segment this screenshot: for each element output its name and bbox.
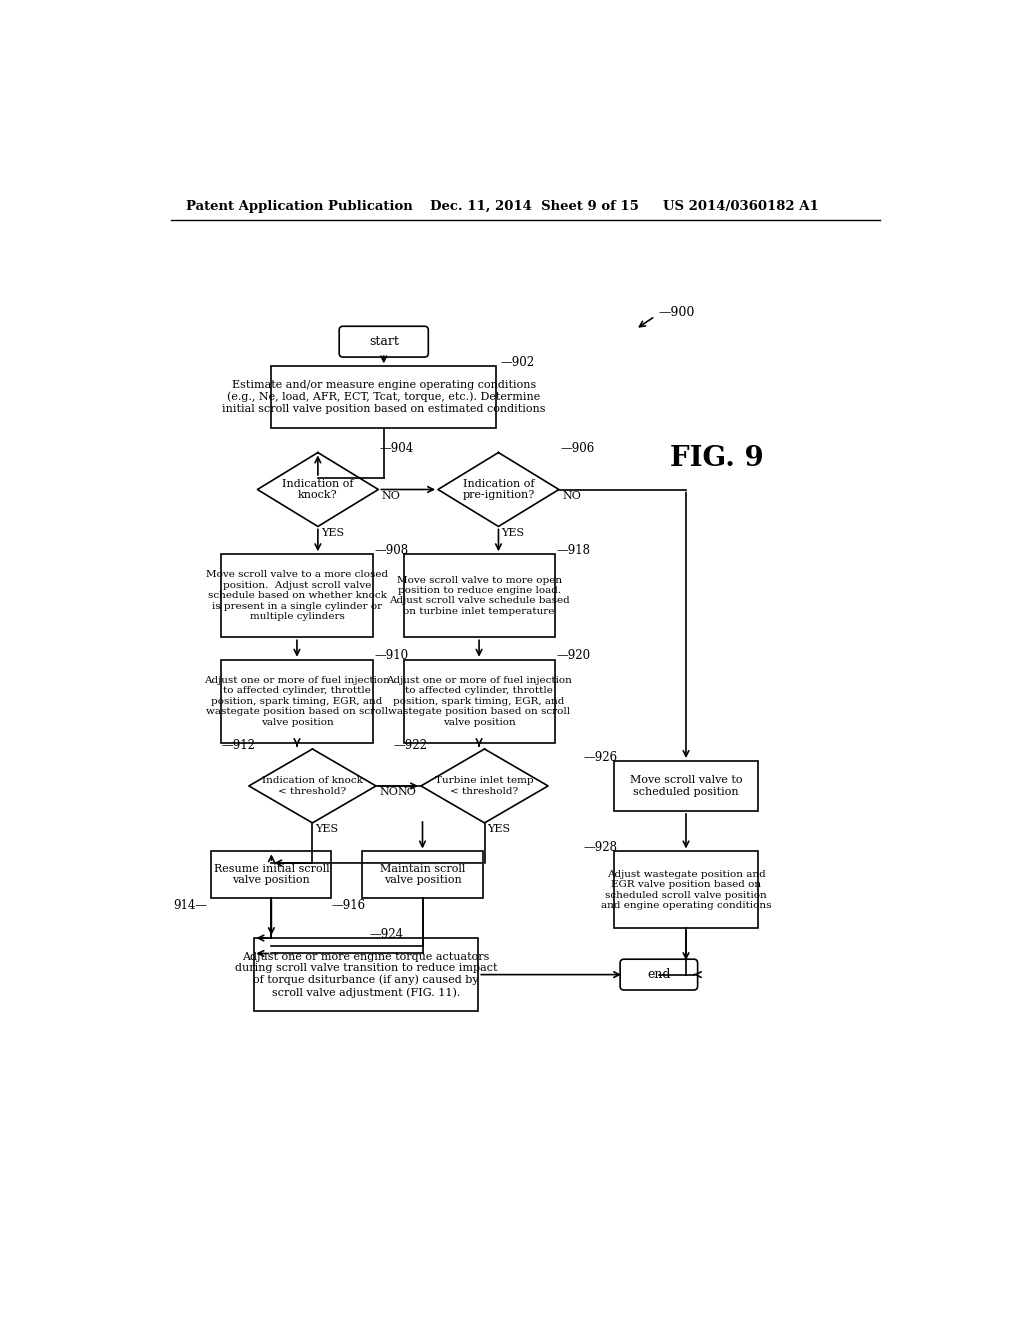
Text: FIG. 9: FIG. 9 <box>671 445 764 473</box>
FancyBboxPatch shape <box>221 554 373 638</box>
FancyBboxPatch shape <box>614 760 758 810</box>
Text: Move scroll valve to more open
position to reduce engine load.
Adjust scroll val: Move scroll valve to more open position … <box>389 576 569 616</box>
Text: Adjust one or more of fuel injection
to affected cylinder, throttle
position, sp: Adjust one or more of fuel injection to … <box>204 676 390 726</box>
Text: —918: —918 <box>557 544 591 557</box>
Text: Indication of
knock?: Indication of knock? <box>283 479 353 500</box>
Text: Adjust one or more engine torque actuators
during scroll valve transition to red: Adjust one or more engine torque actuato… <box>234 952 498 998</box>
FancyBboxPatch shape <box>614 851 758 928</box>
Text: Estimate and/or measure engine operating conditions
(e.g., Ne, load, AFR, ECT, T: Estimate and/or measure engine operating… <box>222 380 546 414</box>
Text: —924: —924 <box>370 928 403 941</box>
Text: 914—: 914— <box>173 899 208 912</box>
Text: —902: —902 <box>500 356 535 370</box>
Text: —908: —908 <box>375 544 409 557</box>
Text: US 2014/0360182 A1: US 2014/0360182 A1 <box>663 199 818 213</box>
Text: Patent Application Publication: Patent Application Publication <box>186 199 413 213</box>
Text: end: end <box>647 968 671 981</box>
FancyBboxPatch shape <box>621 960 697 990</box>
Text: —922: —922 <box>394 739 428 751</box>
Text: Turbine inlet temp
< threshold?: Turbine inlet temp < threshold? <box>435 776 534 796</box>
FancyBboxPatch shape <box>403 554 555 638</box>
Text: Adjust wastegate position and
EGR valve position based on
scheduled scroll valve: Adjust wastegate position and EGR valve … <box>601 870 771 909</box>
Text: NO: NO <box>562 491 581 500</box>
Text: —900: —900 <box>658 306 695 319</box>
Text: —916: —916 <box>332 899 366 912</box>
Text: —904: —904 <box>380 442 414 455</box>
FancyBboxPatch shape <box>221 660 373 743</box>
FancyBboxPatch shape <box>254 939 478 1011</box>
Text: Dec. 11, 2014  Sheet 9 of 15: Dec. 11, 2014 Sheet 9 of 15 <box>430 199 639 213</box>
Text: Maintain scroll
valve position: Maintain scroll valve position <box>380 863 465 886</box>
Text: Move scroll valve to
scheduled position: Move scroll valve to scheduled position <box>630 775 742 797</box>
Text: NO: NO <box>397 787 417 797</box>
Text: YES: YES <box>502 528 524 537</box>
Text: start: start <box>369 335 398 348</box>
Text: NO: NO <box>379 787 398 797</box>
Text: —912: —912 <box>222 739 256 751</box>
Text: —928: —928 <box>584 841 617 854</box>
FancyBboxPatch shape <box>271 367 496 428</box>
Text: YES: YES <box>321 528 344 537</box>
FancyBboxPatch shape <box>362 851 482 898</box>
Text: —926: —926 <box>584 751 617 763</box>
Text: Move scroll valve to a more closed
position.  Adjust scroll valve
schedule based: Move scroll valve to a more closed posit… <box>206 570 388 620</box>
FancyBboxPatch shape <box>339 326 428 358</box>
Text: YES: YES <box>315 824 339 834</box>
Text: —920: —920 <box>557 649 591 663</box>
FancyBboxPatch shape <box>211 851 332 898</box>
Text: —910: —910 <box>375 649 409 663</box>
FancyBboxPatch shape <box>403 660 555 743</box>
Text: YES: YES <box>487 824 511 834</box>
Text: Indication of knock
< threshold?: Indication of knock < threshold? <box>262 776 362 796</box>
Text: Indication of
pre-ignition?: Indication of pre-ignition? <box>462 479 535 500</box>
Text: Resume initial scroll
valve position: Resume initial scroll valve position <box>214 863 329 886</box>
Text: —906: —906 <box>560 442 595 455</box>
Text: Adjust one or more of fuel injection
to affected cylinder, throttle
position, sp: Adjust one or more of fuel injection to … <box>386 676 572 726</box>
Text: NO: NO <box>381 491 400 500</box>
